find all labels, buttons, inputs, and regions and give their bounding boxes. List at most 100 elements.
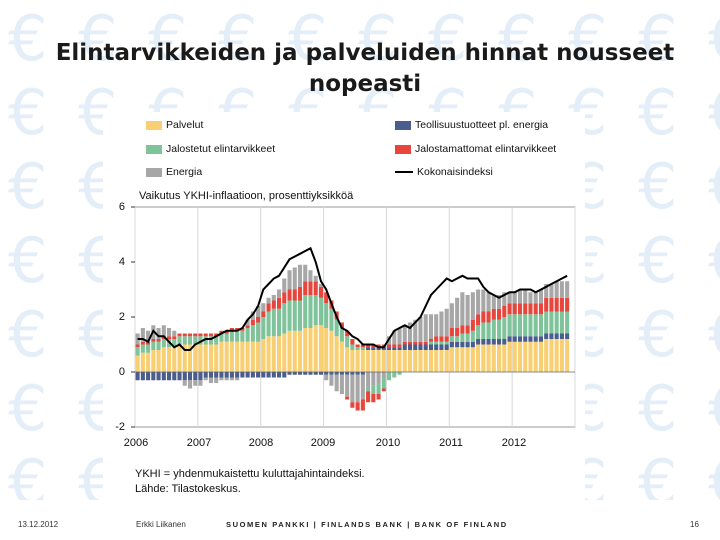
bar-processed_food [303,295,308,328]
bar-processed_food-negative [366,388,371,392]
bar-services [428,350,433,372]
legend-label-processed-food: Jalostetut elintarvikkeet [166,143,276,155]
bar-energy-negative [350,374,355,403]
bar-processed_food [146,344,151,353]
bar-processed_food [282,303,287,334]
bar-processed_food [318,297,323,326]
bar-services [512,341,517,372]
bar-processed_food [240,330,245,342]
bar-unprocessed_food [512,303,517,315]
bar-unprocessed_food [392,344,397,348]
bar-services [334,336,339,372]
bar-energy [559,281,564,298]
bar-energy-negative [339,374,344,394]
bar-processed_food-negative [381,377,386,389]
bar-unprocessed_food [256,317,261,323]
bar-unprocessed_food [407,341,413,345]
bar-industrial [497,339,502,345]
euro-icon: € [638,446,677,500]
footer-page-number: 16 [690,520,699,529]
bar-unprocessed_food [355,344,360,348]
bar-energy [282,278,287,293]
bar-services [455,347,460,372]
bar-energy [449,303,454,328]
bar-energy [287,270,292,290]
bar-energy-negative [214,377,219,383]
legend-swatch-processed-food [146,144,162,154]
bar-services [449,347,454,372]
bar-industrial-negative [292,372,297,375]
bar-processed_food [460,333,465,342]
bar-industrial-negative [245,372,250,378]
bar-unprocessed_food-negative [350,402,355,408]
footer-date: 13.12.2012 [18,520,59,529]
bar-industrial [402,344,407,350]
bar-energy-negative [208,377,213,383]
bar-unprocessed_food [182,333,187,337]
bar-industrial [423,344,428,350]
bar-services [465,347,470,372]
bar-industrial-negative [140,372,145,381]
bar-industrial-negative [167,372,172,381]
euro-icon: € [708,76,720,149]
bar-services [292,330,297,372]
legend-label-energy: Energia [166,166,203,178]
bar-services [497,344,502,372]
bar-services [407,350,413,372]
bar-industrial [533,336,538,342]
bar-energy [392,330,397,345]
bar-energy [455,297,460,328]
bar-industrial-negative [224,372,229,378]
bar-unprocessed_food [214,333,219,337]
bar-unprocessed_food [476,314,481,326]
bar-energy-negative [193,380,198,386]
bar-processed_food [428,341,433,345]
euro-icon: € [218,2,257,75]
legend-item-energy: Energia [146,165,202,179]
bar-processed_food [470,330,475,342]
bar-industrial-negative [229,372,234,378]
bar-energy-negative [198,380,203,386]
bar-unprocessed_food [413,341,418,345]
legend-item-processed-food: Jalostetut elintarvikkeet [146,142,275,156]
bar-energy [423,314,428,342]
bar-services [491,344,496,372]
bar-unprocessed_food [528,303,533,315]
bar-unprocessed_food-negative [355,402,360,411]
bar-unprocessed_food [345,330,350,337]
bar-services [517,341,523,372]
bar-energy [460,292,465,326]
bar-processed_food [476,325,481,339]
x-tick-label: 2008 [248,437,274,449]
bar-industrial-negative [240,372,245,378]
bar-industrial [554,333,559,339]
bar-processed_food [486,322,491,339]
bar-industrial [559,333,564,339]
euro-icon: € [8,446,47,500]
bar-energy [554,281,559,298]
bar-unprocessed_food [261,311,266,317]
euro-icon: € [638,298,677,371]
chart-note-source: Lähde: Tilastokeskus. [135,483,241,495]
bar-unprocessed_food [287,289,292,301]
bar-unprocessed_food [219,330,224,334]
bar-energy-negative [229,377,234,381]
bar-services [392,350,397,372]
bar-industrial [565,333,570,339]
bar-energy [261,303,266,312]
bar-industrial [470,341,475,348]
x-tick-label: 2006 [123,437,149,449]
bar-processed_food [261,317,266,339]
bar-unprocessed_food [318,286,323,298]
bar-industrial-negative [303,372,308,375]
bar-energy [486,292,491,312]
bar-processed_food [214,336,219,345]
bar-processed_food [507,314,512,337]
bar-energy-negative [203,377,208,381]
bar-industrial-negative [235,372,240,378]
bar-unprocessed_food [282,292,287,304]
bar-processed_food [324,303,329,328]
bar-unprocessed_food [481,311,486,323]
bar-processed_food [329,308,334,331]
bar-energy [407,322,413,342]
